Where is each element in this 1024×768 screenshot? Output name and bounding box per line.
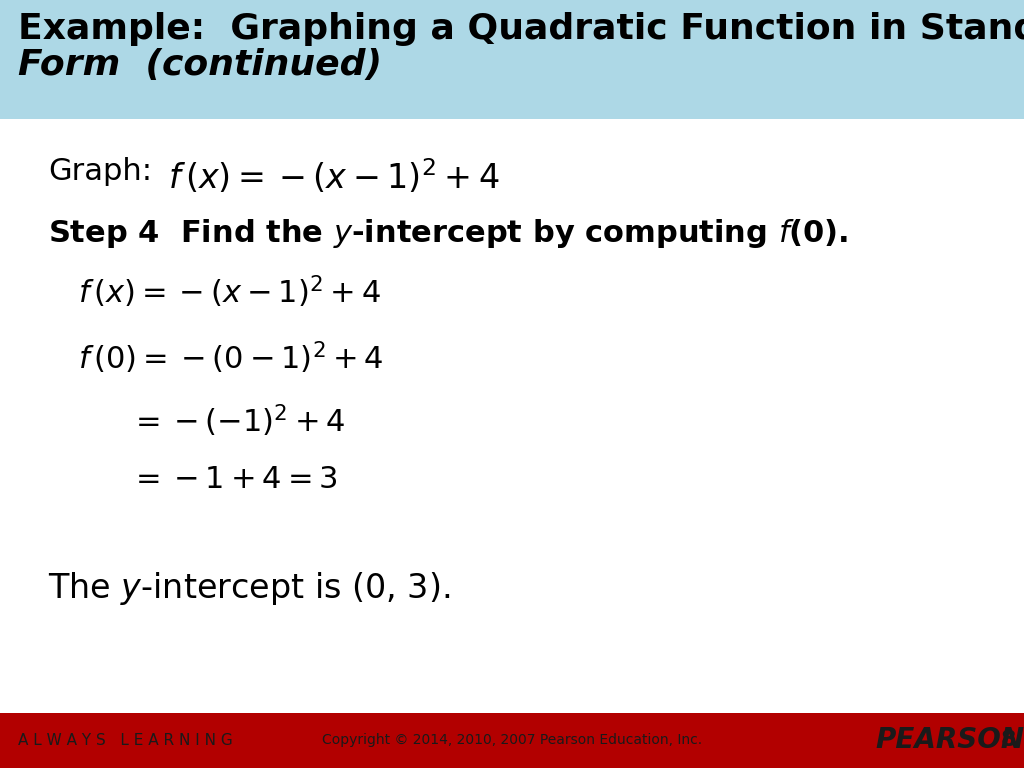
Bar (0, 119, 1024, 713)
Text: PEARSON: PEARSON (874, 727, 1024, 754)
Bar (0, 0, 1024, 119)
Text: 8: 8 (1000, 730, 1016, 750)
Text: $f\,(0) = -(0-1)^{2} + 4$: $f\,(0) = -(0-1)^{2} + 4$ (78, 339, 384, 376)
Text: The $y$-intercept is (0, 3).: The $y$-intercept is (0, 3). (48, 570, 451, 607)
Text: $= -(-1)^{2} + 4$: $= -(-1)^{2} + 4$ (130, 402, 345, 439)
Text: Example:  Graphing a Quadratic Function in Standard: Example: Graphing a Quadratic Function i… (18, 12, 1024, 46)
Text: $f\,(x) = -(x-1)^{2} + 4$: $f\,(x) = -(x-1)^{2} + 4$ (78, 273, 381, 310)
Bar (0, 713, 1024, 768)
Text: A L W A Y S   L E A R N I N G: A L W A Y S L E A R N I N G (18, 733, 232, 748)
Text: $f\,(x) = -(x-1)^{2} + 4$: $f\,(x) = -(x-1)^{2} + 4$ (168, 157, 500, 196)
Text: Step 4  Find the $y$-intercept by computing $f$(0).: Step 4 Find the $y$-intercept by computi… (48, 217, 849, 250)
Text: Copyright © 2014, 2010, 2007 Pearson Education, Inc.: Copyright © 2014, 2010, 2007 Pearson Edu… (322, 733, 702, 747)
Text: Graph:: Graph: (48, 157, 152, 186)
Text: $= -1 + 4 = 3$: $= -1 + 4 = 3$ (130, 465, 338, 494)
Text: Form  (continued): Form (continued) (18, 48, 382, 82)
